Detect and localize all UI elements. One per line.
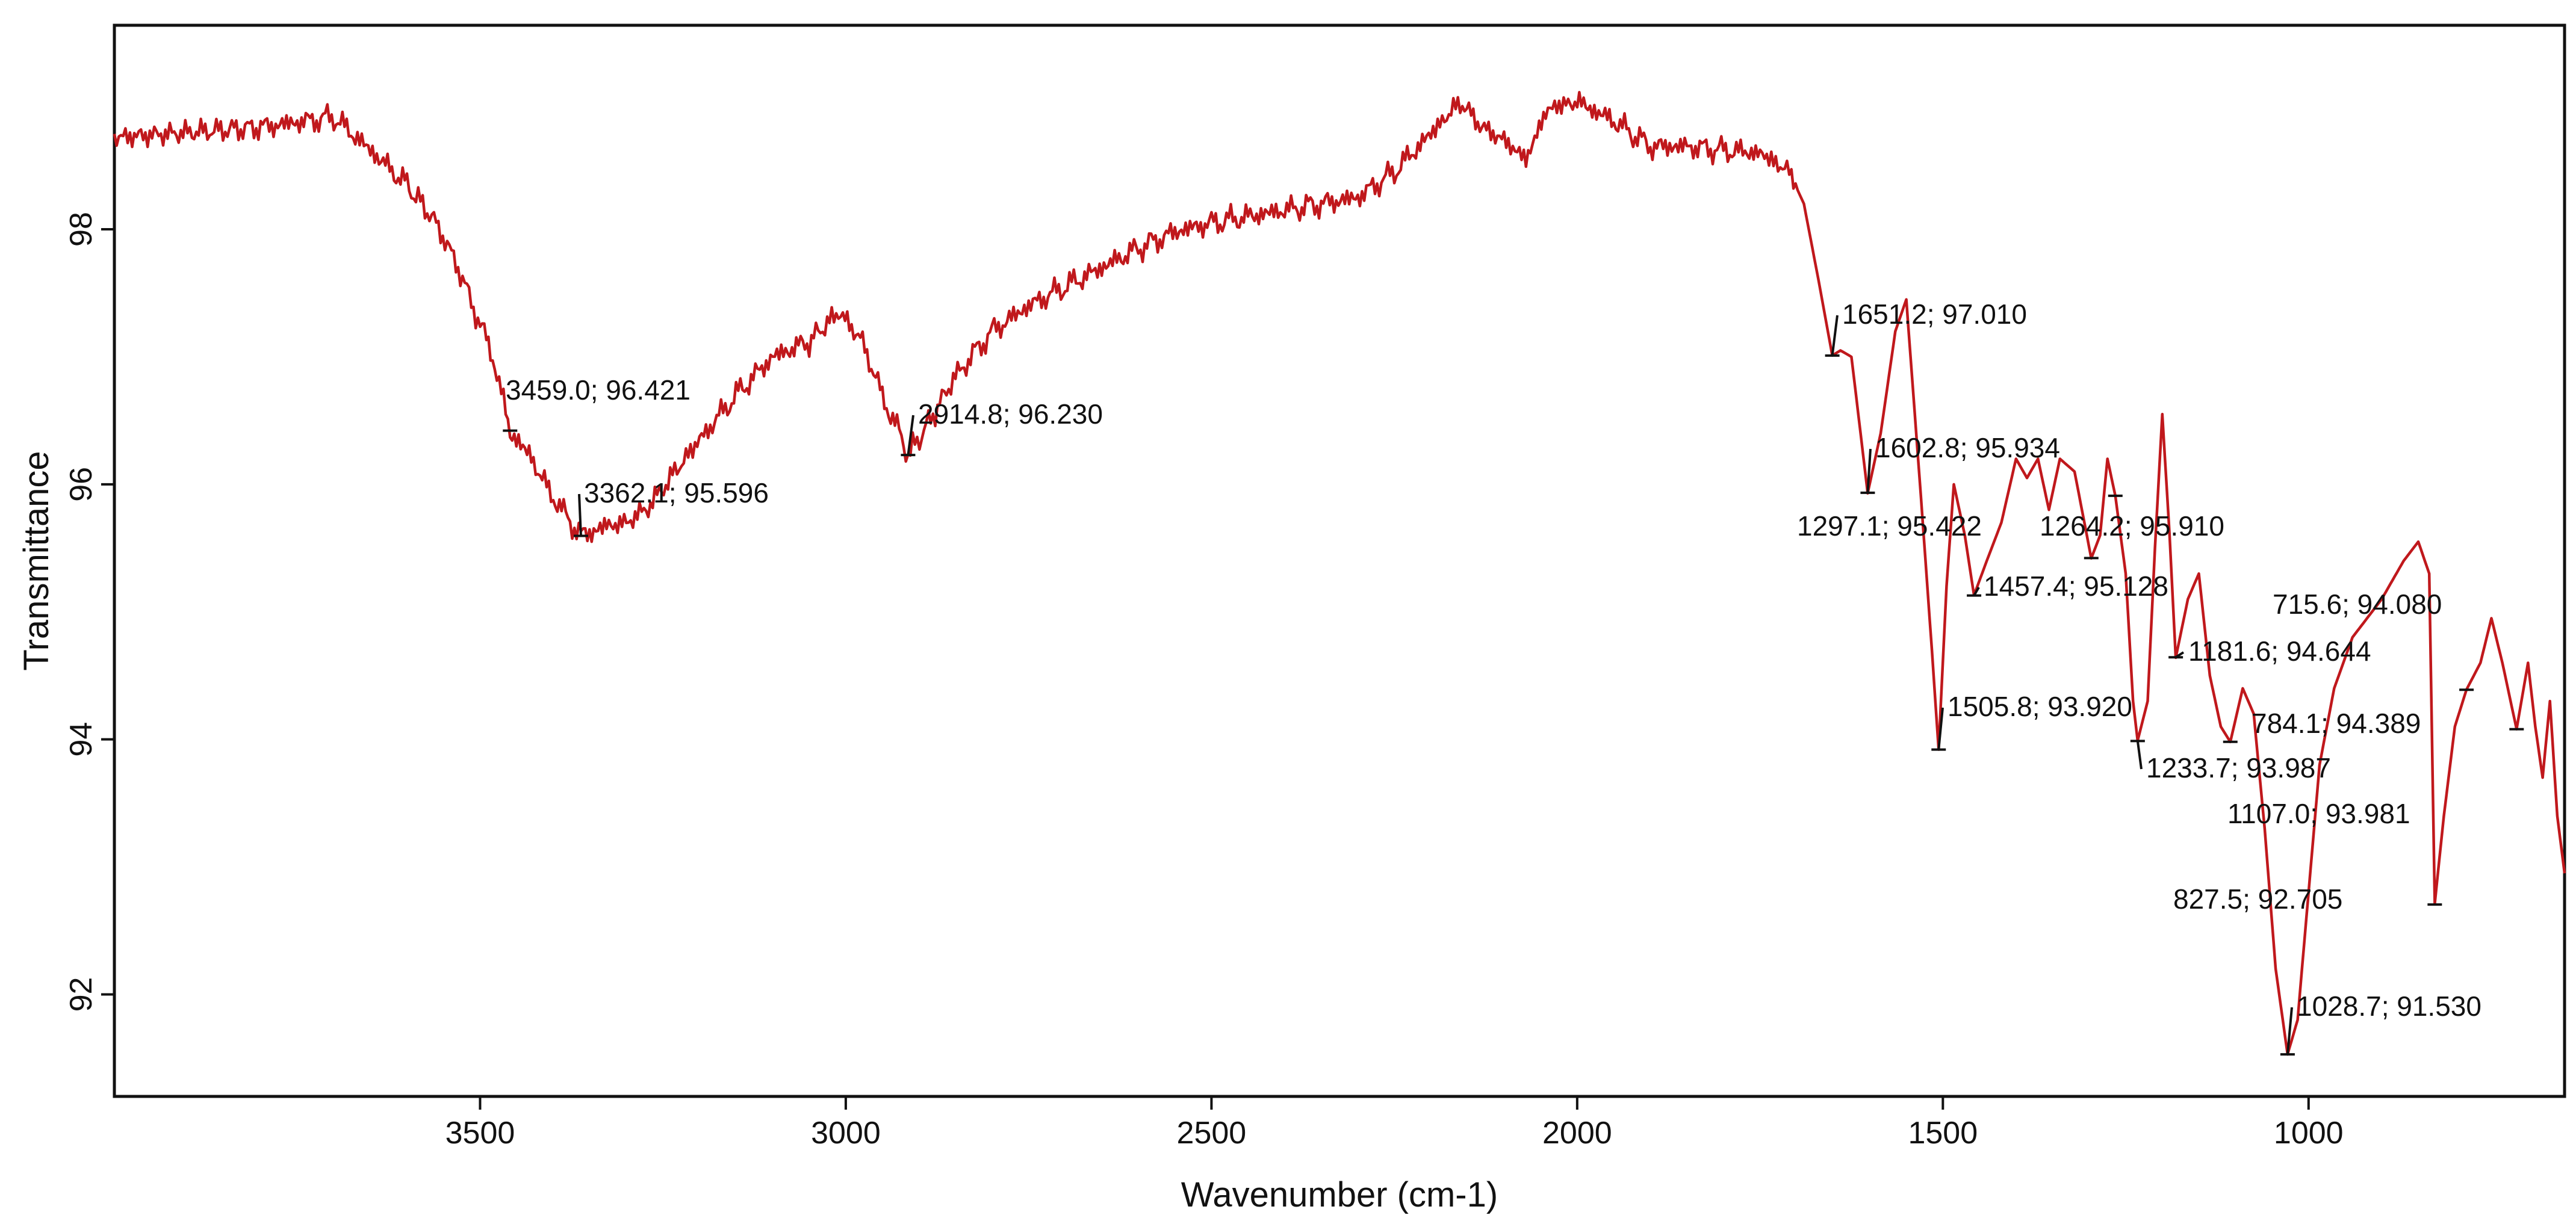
x-tick-label: 2500 (1177, 1116, 1247, 1151)
peak-label: 1107.0; 93.981 (2227, 798, 2410, 829)
peak-label: 3459.0; 96.421 (506, 374, 691, 406)
spectrum-line (113, 91, 2566, 1056)
peak-leader (1831, 315, 1839, 356)
peak-label: 784.1; 94.389 (2252, 708, 2421, 739)
peak-label: 3362.1; 95.596 (584, 477, 769, 508)
peak-label: 1602.8; 95.934 (1875, 432, 2060, 463)
peak-label: 1233.7; 93.987 (2146, 752, 2331, 783)
peak-label: 1457.4; 95.128 (1984, 570, 2168, 602)
peak-label: 1264.2; 95.910 (2040, 510, 2224, 542)
x-axis-title: Wavenumber (cm-1) (1181, 1175, 1498, 1214)
x-tick-label: 1500 (1908, 1116, 1978, 1151)
y-axis-title: Transmittance (17, 451, 56, 670)
y-tick-label: 98 (64, 212, 99, 247)
x-tick-label: 3500 (445, 1116, 515, 1151)
peak-label: 1505.8; 93.920 (1948, 691, 2132, 722)
axis-ticks: 3500 3000 2500 2000 1500 1000 92 94 96 98 (64, 212, 2344, 1151)
series-layer (113, 91, 2566, 1056)
peak-label: 827.5; 92.705 (2173, 883, 2342, 915)
peak-leader (2136, 741, 2143, 770)
peak-leader (578, 493, 582, 536)
x-tick-label: 2000 (1542, 1116, 1612, 1151)
y-tick-label: 92 (64, 977, 99, 1012)
peak-leader (907, 415, 914, 456)
peak-label: 1297.1; 95.422 (1797, 510, 1982, 542)
peak-label: 1028.7; 91.530 (2297, 991, 2481, 1022)
peak-leader (1866, 448, 1872, 493)
peak-leader (1973, 586, 1980, 596)
plot-frame (113, 23, 2566, 1098)
peak-annotations: 3459.0; 96.421 3362.1; 95.596 2914.8; 96.2… (503, 298, 2524, 1056)
peak-label: 1651.2; 97.010 (1842, 298, 2027, 330)
y-tick-label: 94 (64, 722, 99, 757)
peak-leader (1937, 707, 1944, 750)
peak-label: 1181.6; 94.644 (2188, 635, 2371, 667)
x-tick-label: 1000 (2274, 1116, 2344, 1151)
x-tick-label: 3000 (811, 1116, 881, 1151)
y-tick-label: 96 (64, 467, 99, 502)
peak-label: 2914.8; 96.230 (918, 398, 1103, 430)
peak-label: 715.6; 94.080 (2273, 589, 2442, 620)
peak-leader (2286, 1007, 2293, 1055)
